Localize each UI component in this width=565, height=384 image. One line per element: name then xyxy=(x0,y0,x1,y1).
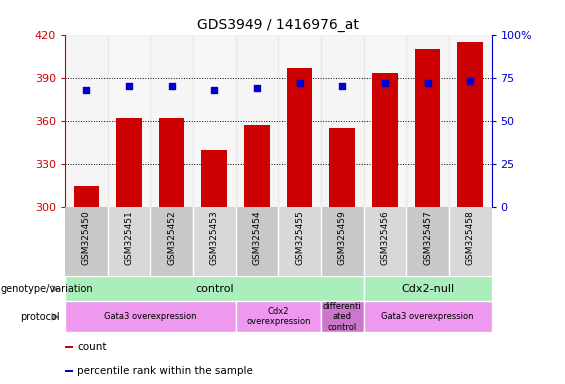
Bar xyxy=(73,186,99,207)
Bar xyxy=(279,35,321,207)
Text: GSM325456: GSM325456 xyxy=(380,210,389,265)
Bar xyxy=(65,301,236,332)
Bar xyxy=(116,118,142,207)
Bar xyxy=(107,35,150,207)
Bar xyxy=(236,207,278,276)
Text: GSM325452: GSM325452 xyxy=(167,210,176,265)
Bar xyxy=(65,346,73,348)
Text: count: count xyxy=(77,342,106,352)
Bar xyxy=(65,369,73,372)
Bar xyxy=(372,73,398,207)
Bar xyxy=(65,35,107,207)
Bar xyxy=(236,301,321,332)
Point xyxy=(210,87,219,93)
Bar xyxy=(150,207,193,276)
Text: Cdx2-null: Cdx2-null xyxy=(401,284,454,294)
Text: Gata3 overexpression: Gata3 overexpression xyxy=(104,312,197,321)
Bar xyxy=(193,207,236,276)
Text: GSM325459: GSM325459 xyxy=(338,210,347,265)
Bar xyxy=(329,128,355,207)
Text: GSM325450: GSM325450 xyxy=(82,210,91,265)
Bar xyxy=(406,207,449,276)
Bar xyxy=(321,35,364,207)
Text: protocol: protocol xyxy=(20,312,59,322)
Bar xyxy=(364,35,406,207)
Point xyxy=(124,83,133,89)
Bar xyxy=(65,276,364,301)
Text: GSM325451: GSM325451 xyxy=(124,210,133,265)
Point xyxy=(167,83,176,89)
Bar xyxy=(150,35,193,207)
Bar xyxy=(406,35,449,207)
Bar xyxy=(202,150,227,207)
Bar xyxy=(364,301,492,332)
Bar xyxy=(364,207,406,276)
Point xyxy=(82,87,91,93)
Bar xyxy=(236,35,278,207)
Bar xyxy=(65,207,107,276)
Bar xyxy=(279,207,321,276)
Text: differenti
ated
control: differenti ated control xyxy=(323,302,362,332)
Text: control: control xyxy=(195,284,233,294)
Text: GSM325455: GSM325455 xyxy=(295,210,304,265)
Bar xyxy=(449,207,492,276)
Point xyxy=(466,78,475,84)
Bar xyxy=(321,207,364,276)
Text: Cdx2
overexpression: Cdx2 overexpression xyxy=(246,307,311,326)
Bar xyxy=(159,118,184,207)
Bar xyxy=(287,68,312,207)
Text: GSM325457: GSM325457 xyxy=(423,210,432,265)
Title: GDS3949 / 1416976_at: GDS3949 / 1416976_at xyxy=(197,18,359,32)
Text: percentile rank within the sample: percentile rank within the sample xyxy=(77,366,253,376)
Bar xyxy=(449,35,492,207)
Text: genotype/variation: genotype/variation xyxy=(1,284,93,294)
Bar xyxy=(364,276,492,301)
Bar xyxy=(244,125,270,207)
Point xyxy=(380,80,389,86)
Bar xyxy=(458,42,483,207)
Text: GSM325454: GSM325454 xyxy=(253,210,262,265)
Text: GSM325453: GSM325453 xyxy=(210,210,219,265)
Point xyxy=(423,80,432,86)
Bar xyxy=(107,207,150,276)
Text: GSM325458: GSM325458 xyxy=(466,210,475,265)
Point xyxy=(253,85,262,91)
Bar xyxy=(321,301,364,332)
Text: Gata3 overexpression: Gata3 overexpression xyxy=(381,312,474,321)
Bar xyxy=(415,49,440,207)
Point xyxy=(338,83,347,89)
Point xyxy=(295,80,304,86)
Bar xyxy=(193,35,236,207)
